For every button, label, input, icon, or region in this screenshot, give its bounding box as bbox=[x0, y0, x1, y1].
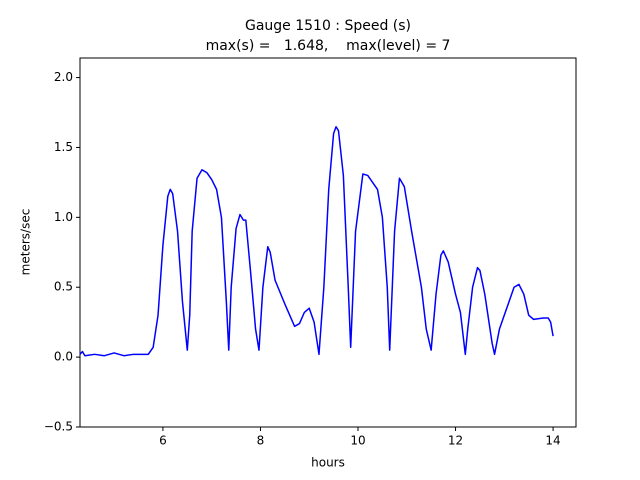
x-axis-label: hours bbox=[311, 456, 345, 470]
y-tick-label: 0.0 bbox=[54, 350, 73, 364]
chart-subtitle: max(s) = 1.648, max(level) = 7 bbox=[206, 38, 451, 54]
y-tick-label: 1.0 bbox=[54, 210, 73, 224]
line-series bbox=[79, 126, 554, 357]
x-tick-label: 10 bbox=[350, 434, 365, 448]
y-axis-label: meters/sec bbox=[19, 209, 33, 276]
y-tick-label: 2.0 bbox=[54, 70, 73, 84]
plot-frame bbox=[79, 57, 577, 428]
y-tick-label: −0.5 bbox=[44, 420, 73, 434]
y-tick-label: 0.5 bbox=[54, 280, 73, 294]
x-tick-label: 12 bbox=[448, 434, 463, 448]
chart-title: Gauge 1510 : Speed (s) bbox=[245, 18, 411, 34]
x-tick-label: 6 bbox=[159, 434, 167, 448]
x-tick-label: 14 bbox=[545, 434, 560, 448]
x-tick-label: 8 bbox=[257, 434, 265, 448]
y-tick-label: 1.5 bbox=[54, 140, 73, 154]
